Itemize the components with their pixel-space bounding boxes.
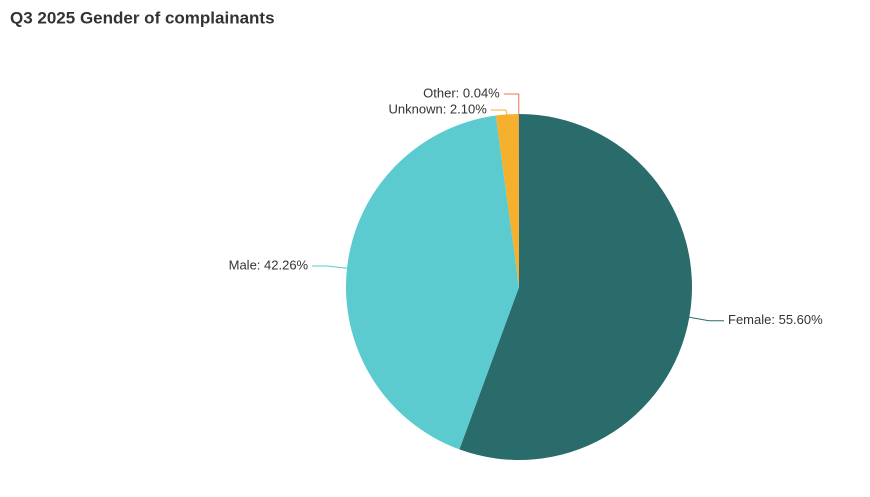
chart-title: Q3 2025 Gender of complainants — [10, 8, 275, 27]
data-label: Male: 42.26% — [229, 257, 309, 272]
data-label: Female: 55.60% — [728, 312, 823, 327]
data-label: Other: 0.04% — [423, 85, 500, 100]
data-label: Unknown: 2.10% — [389, 101, 488, 116]
leader-line — [490, 109, 508, 115]
leader-line — [689, 316, 725, 322]
pie-slice — [495, 114, 519, 287]
pie-slice — [345, 115, 519, 450]
leader-line — [312, 265, 348, 269]
leader-line — [503, 93, 520, 115]
pie-slice — [459, 114, 692, 460]
